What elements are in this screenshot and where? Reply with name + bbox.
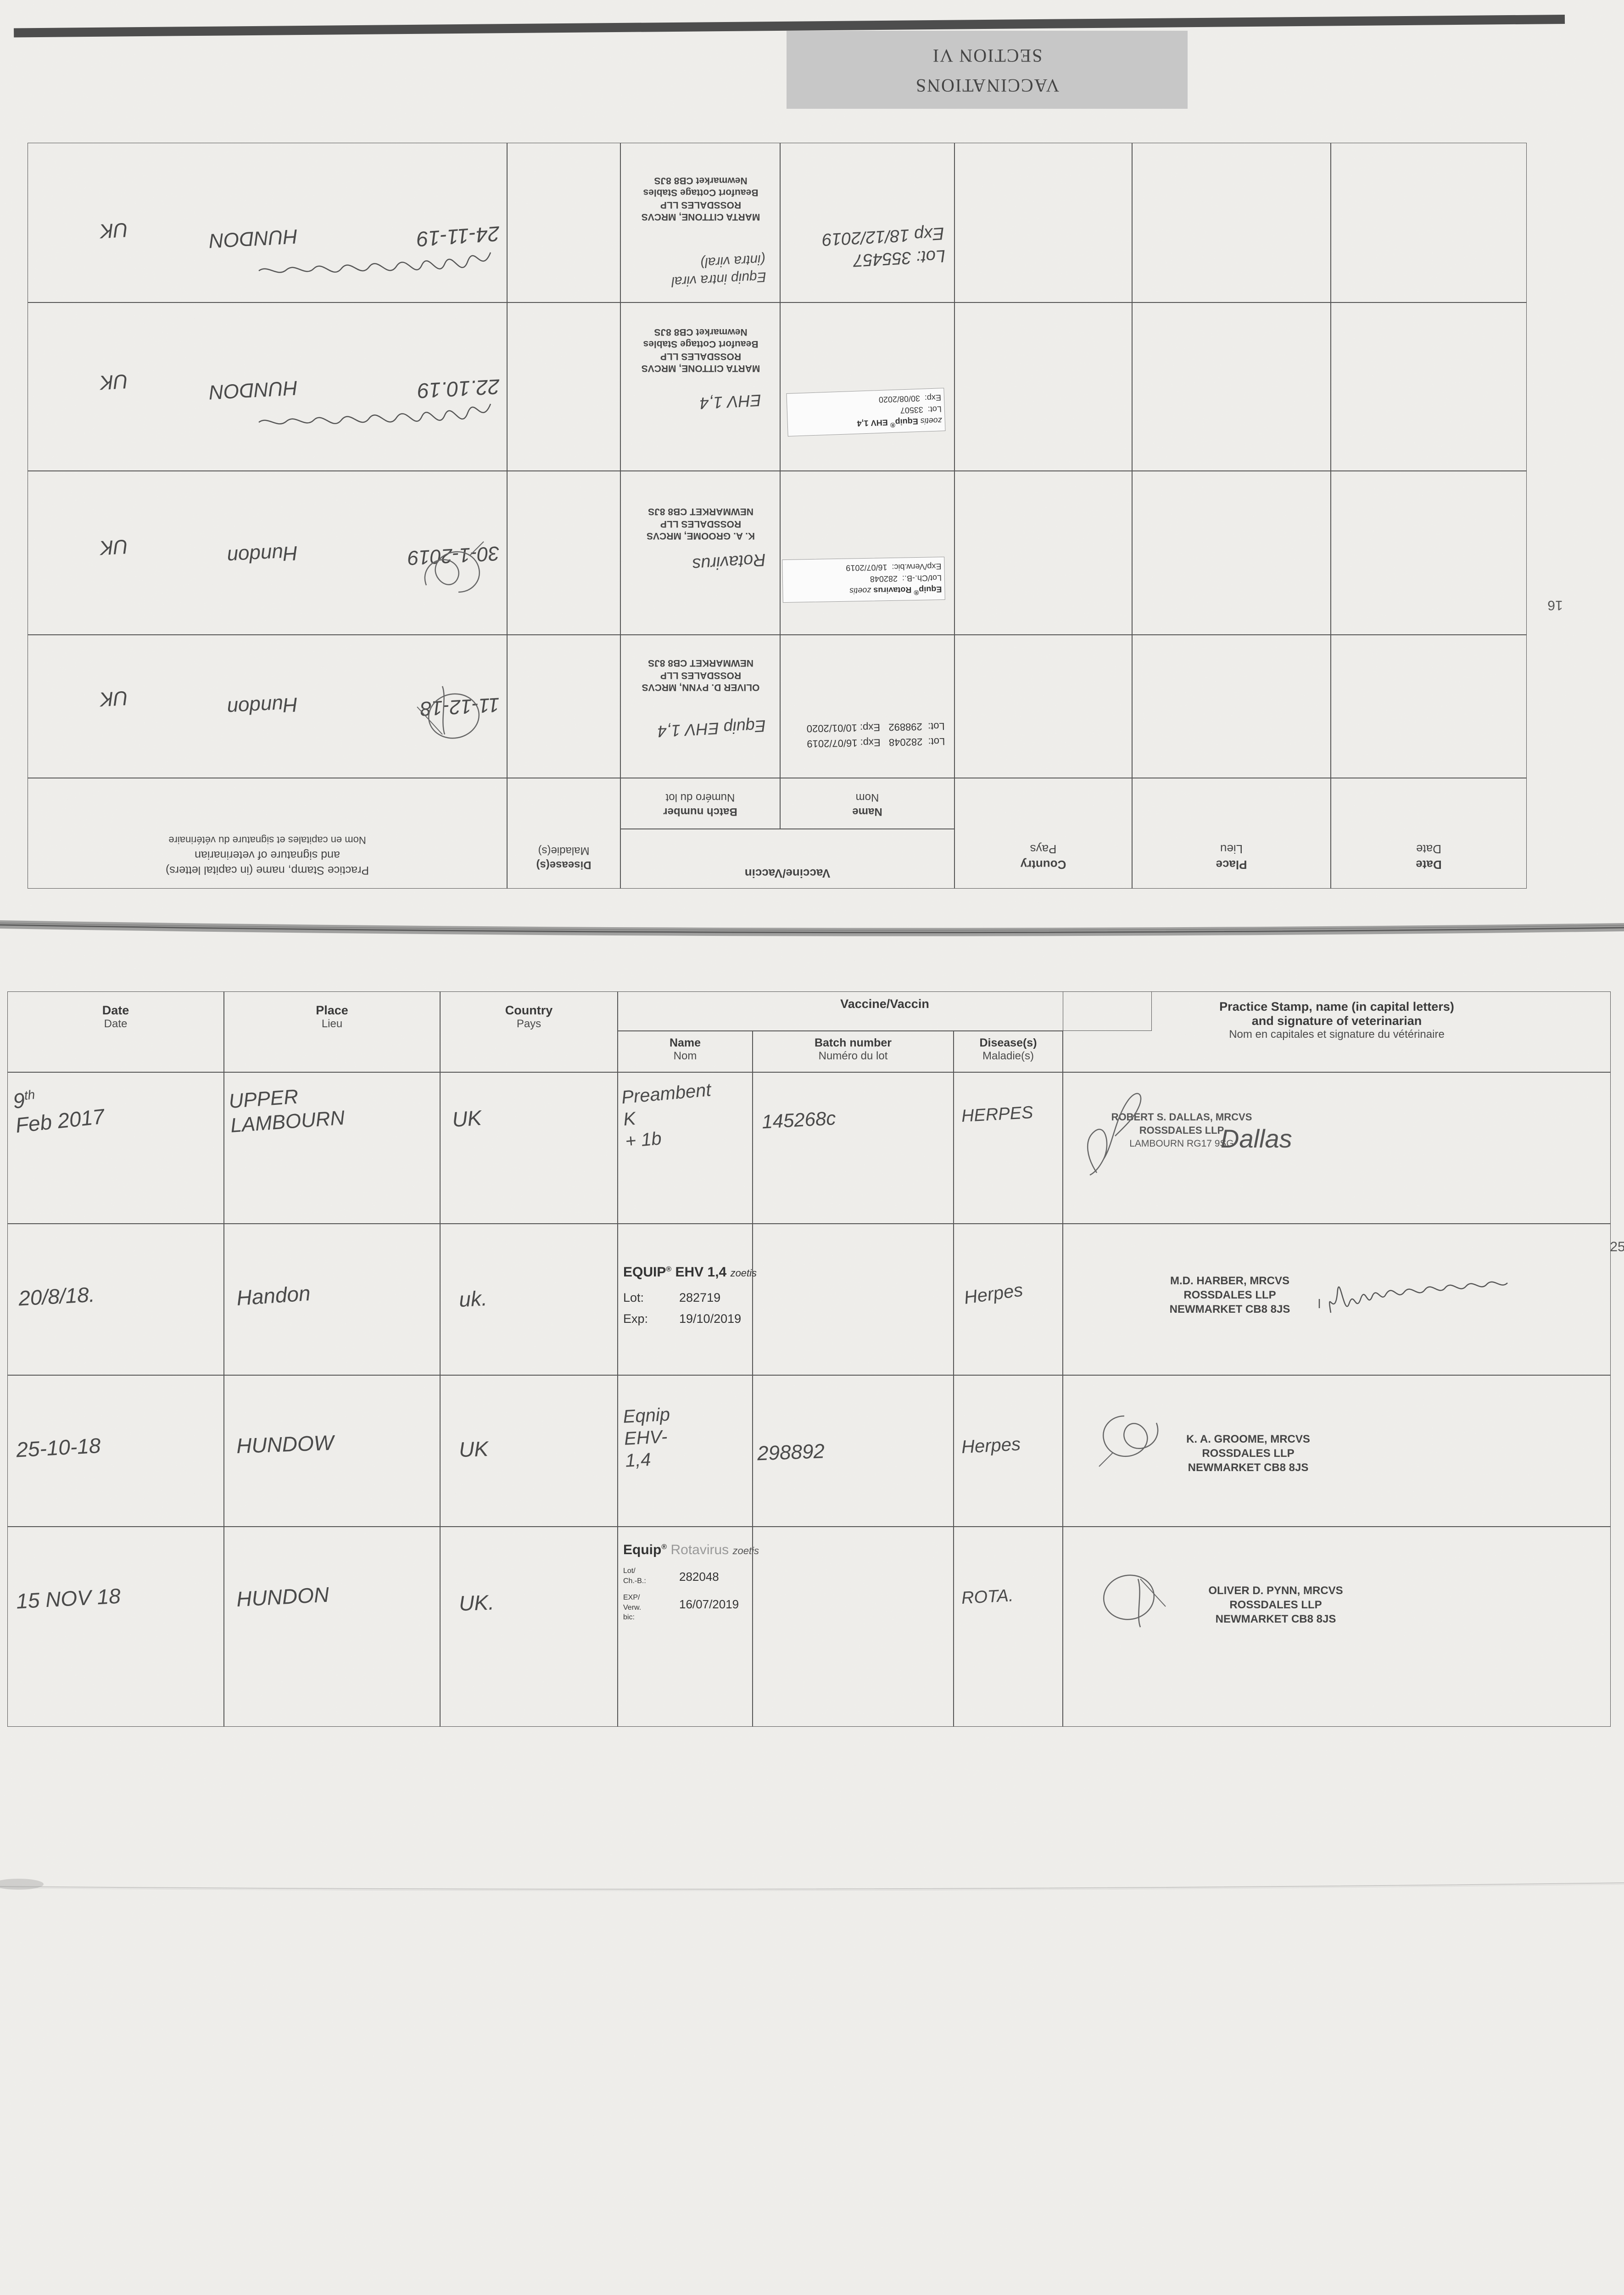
svg-text:Dallas: Dallas bbox=[1221, 1124, 1292, 1153]
